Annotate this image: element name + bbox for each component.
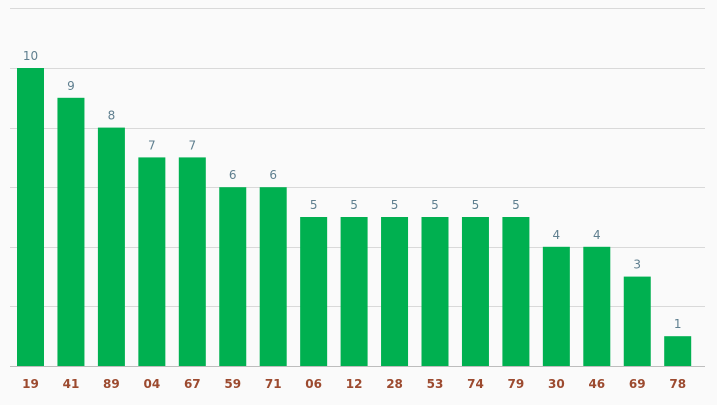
value-label-79: 5 — [512, 198, 520, 212]
category-label-46: 46 — [588, 377, 605, 391]
value-label-46: 4 — [593, 228, 601, 242]
category-label-12: 12 — [346, 377, 363, 391]
bar-69 — [623, 276, 651, 366]
bar-67 — [178, 157, 206, 366]
value-label-71: 6 — [269, 168, 277, 182]
bar-74 — [461, 217, 489, 366]
value-label-59: 6 — [229, 168, 237, 182]
bar-89 — [97, 127, 125, 366]
bar-53 — [421, 217, 449, 366]
value-label-74: 5 — [472, 198, 480, 212]
bar-04 — [138, 157, 166, 366]
bar-78 — [664, 336, 692, 366]
category-label-89: 89 — [103, 377, 120, 391]
bar-12 — [340, 217, 368, 366]
value-label-69: 3 — [633, 258, 641, 272]
value-label-28: 5 — [391, 198, 399, 212]
value-label-89: 8 — [108, 109, 116, 123]
category-label-04: 04 — [143, 377, 160, 391]
value-label-67: 7 — [188, 138, 196, 152]
value-label-53: 5 — [431, 198, 439, 212]
value-label-41: 9 — [67, 79, 75, 93]
value-labels: 10 9 8 7 7 6 6 5 5 5 5 5 5 4 4 3 1 — [23, 49, 682, 331]
category-label-30: 30 — [548, 377, 565, 391]
bar-71 — [259, 187, 287, 366]
value-label-04: 7 — [148, 138, 156, 152]
category-label-71: 71 — [265, 377, 282, 391]
bar-06 — [300, 217, 328, 366]
category-label-74: 74 — [467, 377, 484, 391]
category-label-69: 69 — [629, 377, 646, 391]
value-label-30: 4 — [553, 228, 561, 242]
category-label-79: 79 — [508, 377, 525, 391]
bar-46 — [583, 246, 611, 366]
category-label-67: 67 — [184, 377, 201, 391]
category-label-28: 28 — [386, 377, 403, 391]
category-label-06: 06 — [305, 377, 322, 391]
bar-19 — [17, 68, 44, 366]
category-label-19: 19 — [22, 377, 39, 391]
category-labels: 19 41 89 04 67 59 71 06 12 28 53 74 79 30 46 69 78 — [22, 377, 686, 391]
bar-41 — [57, 97, 85, 367]
bar-30 — [542, 246, 570, 366]
value-label-06: 5 — [310, 198, 318, 212]
bar-79 — [502, 217, 530, 366]
category-label-78: 78 — [669, 377, 686, 391]
bar-28 — [381, 217, 409, 366]
value-label-78: 1 — [674, 317, 682, 331]
bars — [17, 68, 692, 367]
value-label-12: 5 — [350, 198, 358, 212]
bar-59 — [219, 187, 247, 366]
value-label-19: 10 — [23, 49, 38, 63]
category-label-41: 41 — [63, 377, 80, 391]
category-label-59: 59 — [224, 377, 241, 391]
category-label-53: 53 — [427, 377, 444, 391]
